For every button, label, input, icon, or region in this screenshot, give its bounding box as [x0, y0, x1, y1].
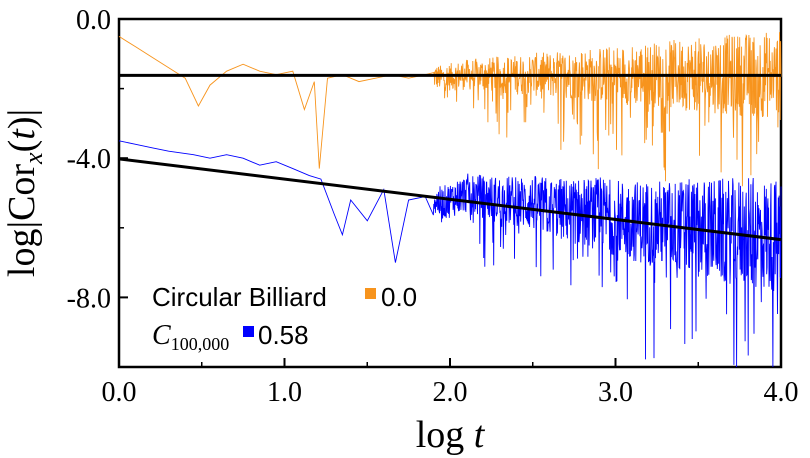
legend-value-c: 0.58 — [258, 320, 309, 350]
x-tick-label: 0.0 — [102, 377, 137, 408]
x-tick-label: 3.0 — [598, 377, 633, 408]
x-axis-label: log t — [416, 414, 486, 456]
series-line-circular-billiard — [118, 32, 782, 187]
y-tick-label: -4.0 — [67, 144, 111, 175]
fit-line-c100000 — [118, 157, 782, 242]
legend: Circular Billiard 0.0 C100,000 0.58 — [152, 282, 417, 354]
x-tick-label: 1.0 — [267, 377, 302, 408]
fit-layer — [118, 73, 782, 242]
y-tick-label: 0.0 — [76, 5, 111, 36]
y-axis-label: log|Corx(t)| — [1, 109, 48, 277]
series-line-c100000 — [118, 140, 782, 368]
tick-layer: 0.0 1.0 2.0 3.0 4.0 0.0 -4.0 -8.0 — [67, 5, 799, 408]
legend-label-circular: Circular Billiard — [152, 282, 327, 312]
legend-swatch-blue — [243, 326, 254, 337]
legend-swatch-orange — [365, 288, 376, 299]
x-tick-label: 2.0 — [433, 377, 468, 408]
y-tick-label: -8.0 — [67, 283, 111, 314]
svg-text:log|Corx(t)|: log|Corx(t)| — [1, 109, 48, 277]
x-tick-label: 4.0 — [764, 377, 799, 408]
legend-value-circular: 0.0 — [381, 282, 417, 312]
legend-label-c: C100,000 — [152, 320, 229, 354]
